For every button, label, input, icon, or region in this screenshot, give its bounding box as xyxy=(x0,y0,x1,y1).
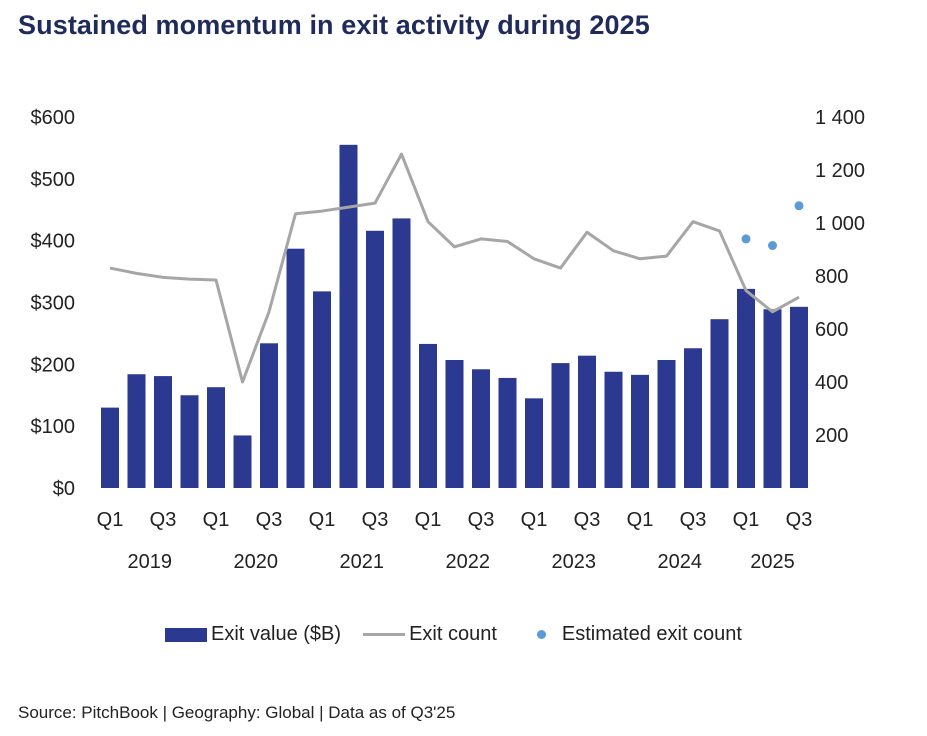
x-quarter-tick-label: Q1 xyxy=(627,509,654,531)
estimated-exit-count-point xyxy=(768,241,777,251)
x-year-tick-label: 2020 xyxy=(234,551,279,573)
x-quarter-tick-label: Q3 xyxy=(574,509,601,531)
y-right-tick-label: 200 xyxy=(815,425,848,447)
x-axis-quarter-labels: Q1 Q3 Q1 Q3 Q1 Q3 Q1 Q3 Q1 Q3 Q1 Q3 Q1 Q3 xyxy=(97,509,813,531)
chart-title: Sustained momentum in exit activity duri… xyxy=(18,10,650,40)
x-year-tick-label: 2024 xyxy=(658,551,703,573)
x-quarter-tick-label: Q3 xyxy=(362,509,389,531)
bar xyxy=(180,395,199,488)
bar xyxy=(657,360,676,488)
y-axis-left: $0 $100 $200 $300 $400 $500 $600 xyxy=(31,107,76,500)
legend: Exit value ($B) Exit count Estimated exi… xyxy=(165,623,764,646)
source-note: Source: PitchBook | Geography: Global | … xyxy=(18,703,456,722)
estimated-exit-count-dots xyxy=(741,201,804,251)
x-quarter-tick-label: Q3 xyxy=(256,509,283,531)
legend-swatch-bar xyxy=(165,627,207,642)
bar xyxy=(101,407,119,488)
x-quarter-tick-label: Q1 xyxy=(97,509,124,531)
y-left-tick-label: $200 xyxy=(31,354,76,376)
y-left-tick-label: $100 xyxy=(31,416,76,438)
bar xyxy=(286,248,305,488)
y-right-tick-label: 800 xyxy=(815,266,848,288)
estimated-exit-count-point xyxy=(741,234,751,244)
legend-item-exit-count: Exit count xyxy=(363,623,497,646)
bar xyxy=(366,230,384,489)
bar xyxy=(472,369,490,488)
legend-item-estimated-exit-count: Estimated exit count xyxy=(519,623,742,646)
x-year-tick-label: 2023 xyxy=(552,551,597,573)
x-quarter-tick-label: Q3 xyxy=(680,509,707,531)
exit-count-line xyxy=(109,152,800,384)
bar xyxy=(525,398,543,488)
x-quarter-tick-label: Q1 xyxy=(309,509,336,531)
bar xyxy=(392,218,411,488)
bar xyxy=(127,374,146,488)
x-quarter-tick-label: Q1 xyxy=(521,509,548,531)
bar xyxy=(790,306,808,488)
legend-swatch-line xyxy=(363,633,406,636)
y-left-tick-label: $0 xyxy=(53,478,75,500)
legend-label-estimated-exit-count: Estimated exit count xyxy=(561,623,742,645)
bar xyxy=(445,360,464,488)
legend-label-exit-count: Exit count xyxy=(409,623,497,645)
y-left-tick-label: $400 xyxy=(31,231,76,253)
bar xyxy=(604,371,623,488)
estimated-exit-count-point xyxy=(794,201,804,211)
y-right-tick-label: 600 xyxy=(815,319,848,341)
x-year-tick-label: 2019 xyxy=(128,551,173,573)
bar xyxy=(631,374,649,488)
bar xyxy=(578,355,596,488)
exit-value-bars xyxy=(101,144,808,489)
bar xyxy=(207,387,225,488)
legend-label-exit-value: Exit value ($B) xyxy=(211,623,342,645)
y-right-tick-label: 400 xyxy=(815,372,848,394)
bar xyxy=(419,343,437,488)
y-left-tick-label: $500 xyxy=(31,169,76,191)
bar xyxy=(684,348,702,488)
legend-swatch-dot xyxy=(536,630,546,639)
y-left-tick-label: $300 xyxy=(31,293,76,315)
x-year-tick-label: 2021 xyxy=(340,551,385,573)
x-quarter-tick-label: Q3 xyxy=(786,509,813,531)
legend-item-exit-value: Exit value ($B) xyxy=(165,623,341,646)
x-quarter-tick-label: Q1 xyxy=(733,509,760,531)
x-quarter-tick-label: Q3 xyxy=(468,509,495,531)
y-axis-right: 200 400 600 800 1 000 1 200 1 400 xyxy=(815,107,865,447)
y-right-tick-label: 1 400 xyxy=(815,107,865,129)
x-quarter-tick-label: Q1 xyxy=(415,509,442,531)
x-year-tick-label: 2022 xyxy=(446,551,491,573)
x-axis-year-labels: 2019 2020 2021 2022 2023 2024 2025 xyxy=(128,551,795,573)
y-right-tick-label: 1 000 xyxy=(815,213,865,235)
bar xyxy=(313,291,331,488)
x-quarter-tick-label: Q1 xyxy=(203,509,230,531)
bar xyxy=(498,377,517,488)
y-left-tick-label: $600 xyxy=(31,107,76,129)
bar xyxy=(710,319,729,488)
x-quarter-tick-label: Q3 xyxy=(150,509,177,531)
bar xyxy=(339,144,358,488)
x-year-tick-label: 2025 xyxy=(750,551,795,573)
bar xyxy=(260,343,278,488)
bar xyxy=(763,309,782,488)
bar xyxy=(551,363,570,488)
bar xyxy=(737,288,755,488)
y-right-tick-label: 1 200 xyxy=(815,160,865,182)
bar xyxy=(154,376,172,488)
bar xyxy=(233,435,252,488)
